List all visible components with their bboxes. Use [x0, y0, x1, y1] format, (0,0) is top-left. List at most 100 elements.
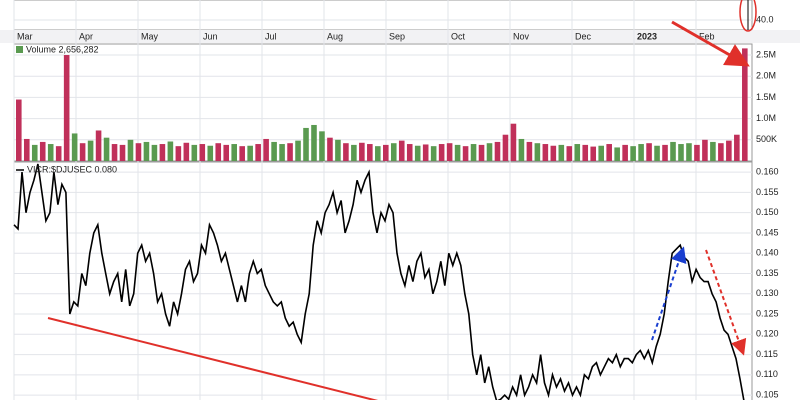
volume-bar: [486, 143, 493, 161]
volume-bar: [279, 144, 285, 161]
volume-bar: [718, 143, 724, 161]
y-tick-label: 500K: [756, 134, 777, 144]
y-tick-label: 0.155: [756, 187, 779, 197]
month-label: 2023: [637, 31, 657, 41]
volume-bar: [183, 142, 190, 161]
volume-bar: [71, 133, 78, 161]
volume-bar: [103, 137, 110, 161]
volume-bar: [239, 146, 245, 161]
y-tick-label: 0.115: [756, 349, 778, 359]
y-tick-label: 0.150: [756, 207, 779, 217]
volume-bar: [199, 144, 206, 161]
volume-bar: [359, 142, 365, 161]
volume-bar: [207, 145, 214, 161]
y-tick-label: 2.0M: [756, 71, 776, 81]
volume-bar: [287, 143, 293, 161]
volume-bar: [398, 140, 405, 161]
volume-bar: [742, 48, 748, 161]
month-label: Sep: [389, 31, 405, 41]
month-label: Dec: [575, 31, 592, 41]
volume-bar: [231, 144, 237, 161]
volume-bar: [159, 144, 166, 161]
y-tick-label: 0.130: [756, 288, 779, 298]
volume-bar: [31, 144, 38, 161]
volume-bar: [191, 144, 198, 161]
ratio-line: [13, 163, 745, 400]
volume-bar: [550, 145, 557, 161]
volume-bar: [406, 144, 413, 161]
y-tick-label: 0.145: [756, 227, 779, 237]
volume-bar: [119, 144, 126, 161]
volume-bar: [263, 138, 269, 161]
marks: 40.0 Mar Apr May Jun Jul Aug Sep Oct Nov Dec 2023 Fe…: [13, 0, 779, 400]
highlight-ellipse: [739, 0, 757, 32]
volume-bar: [654, 145, 660, 161]
trend-line: [47, 317, 379, 400]
volume-bar: [478, 144, 485, 161]
volume-bar: [670, 141, 676, 161]
y-tick-label: 1.0M: [756, 113, 776, 123]
volume-bar: [414, 145, 421, 161]
volume-bar: [518, 138, 525, 161]
red-arrow: [671, 20, 750, 67]
volume-bar: [295, 140, 301, 161]
volume-bar: [734, 134, 740, 161]
volume-bar: [87, 140, 94, 161]
volume-bar: [63, 55, 70, 161]
volume-bar: [23, 138, 30, 161]
volume-bar: [630, 146, 636, 161]
volume-bar: [574, 144, 581, 161]
y-tick-label: 2.5M: [756, 49, 776, 59]
volume-bar: [95, 130, 102, 161]
month-label: Nov: [513, 31, 530, 41]
blue-arrow: [651, 246, 687, 341]
volume-bar: [694, 144, 700, 161]
volume-bar: [335, 139, 341, 161]
volume-bar: [598, 145, 604, 161]
volume-bar: [678, 144, 684, 161]
volume-bar: [311, 124, 317, 161]
volume-legend-icon: [16, 46, 23, 53]
volume-bar: [390, 143, 397, 161]
volume-bar: [327, 137, 333, 161]
volume-bar: [55, 146, 62, 161]
volume-bar: [702, 139, 708, 161]
volume-bar: [590, 146, 597, 161]
volume-bar: [127, 139, 134, 161]
volume-bar: [47, 144, 54, 161]
volume-bar: [223, 144, 230, 161]
volume-bar: [111, 144, 118, 161]
volume-bar: [303, 127, 309, 161]
y-tick-label: 0.120: [756, 329, 779, 339]
volume-bar: [351, 144, 357, 161]
month-label: Jun: [203, 31, 218, 41]
red-dashed-arrow: [705, 249, 747, 356]
volume-bar: [454, 144, 461, 161]
volume-bar: [167, 141, 174, 161]
volume-bar: [135, 143, 142, 161]
volume-bar: [622, 144, 628, 161]
volume-bar: [606, 144, 612, 161]
volume-bar: [470, 144, 477, 161]
volume-bar: [79, 143, 86, 161]
volume-bar: [383, 144, 389, 161]
y-tick-label: 0.105: [756, 389, 779, 399]
y-tick-label: 0.125: [756, 308, 779, 318]
volume-bar: [143, 141, 150, 161]
volume-bar: [494, 141, 501, 161]
volume-bar: [462, 146, 469, 161]
volume-bar: [446, 143, 453, 161]
volume-bar: [566, 146, 573, 161]
volume-bar: [726, 140, 732, 161]
month-label: Aug: [327, 31, 343, 41]
volume-bar: [319, 131, 325, 161]
volume-bar: [542, 144, 549, 161]
volume-legend: Volume 2,656,282: [26, 44, 99, 54]
y-tick-label: 0.135: [756, 268, 779, 278]
volume-bar: [614, 147, 620, 161]
volume-bar: [151, 144, 158, 161]
y-tick-label: 0.140: [756, 248, 779, 258]
volume-bar: [638, 144, 644, 161]
